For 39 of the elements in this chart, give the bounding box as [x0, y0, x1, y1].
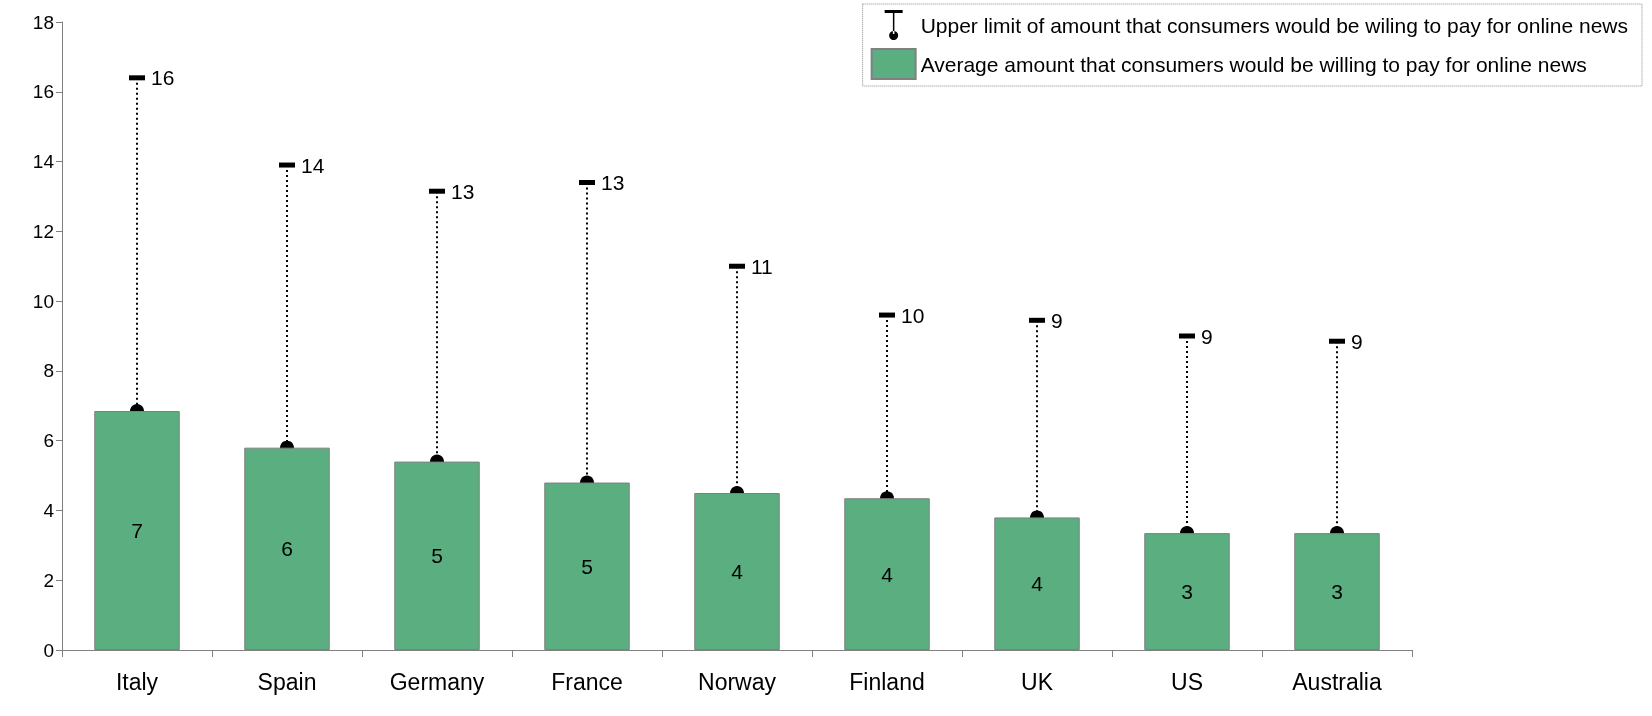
y-tick-label: 0 [43, 639, 54, 661]
data-label: 13 [601, 170, 625, 194]
data-label: 5 [431, 544, 443, 568]
x-tick-label: Italy [115, 668, 159, 695]
data-label: 10 [901, 303, 925, 327]
legend-label: Upper limit of amount that consumers would be wiling to pay for online news [920, 13, 1628, 37]
y-tick-label: 18 [32, 11, 54, 33]
y-tick-label: 4 [43, 499, 55, 521]
data-label: 9 [1201, 324, 1213, 348]
x-tick-label: US [1171, 668, 1203, 695]
y-tick-label: 6 [43, 430, 54, 452]
x-tick-label: Germany [389, 668, 485, 695]
x-tick-label: Norway [698, 668, 777, 695]
data-label: 9 [1351, 329, 1363, 353]
data-label: 3 [1181, 580, 1193, 604]
data-label: 11 [751, 254, 773, 278]
data-label: 16 [151, 66, 175, 90]
x-tick-label: Australia [1292, 668, 1382, 695]
data-label: 14 [301, 153, 325, 177]
x-tick-label: Spain [257, 668, 317, 695]
data-label: 7 [131, 519, 143, 543]
y-tick-label: 16 [32, 81, 54, 103]
x-tick-label: Finland [849, 668, 925, 695]
y-tick-label: 12 [32, 220, 54, 242]
data-label: 4 [731, 560, 744, 583]
data-label: 5 [581, 554, 593, 578]
data-label: 9 [1051, 308, 1063, 332]
data-label: 4 [881, 562, 894, 586]
legend-label: Average amount that consumers would be willing to pay for online news [920, 52, 1587, 76]
x-tick-label: France [551, 668, 623, 695]
data-label: 4 [1031, 572, 1044, 596]
data-label: 13 [451, 179, 475, 203]
y-tick-label: 10 [32, 290, 54, 312]
data-label: 6 [281, 537, 293, 561]
y-tick-label: 8 [43, 360, 54, 382]
y-tick-label: 14 [32, 151, 55, 173]
data-label: 3 [1331, 580, 1343, 604]
x-tick-label: UK [1021, 668, 1054, 695]
y-tick-label: 2 [43, 569, 54, 591]
